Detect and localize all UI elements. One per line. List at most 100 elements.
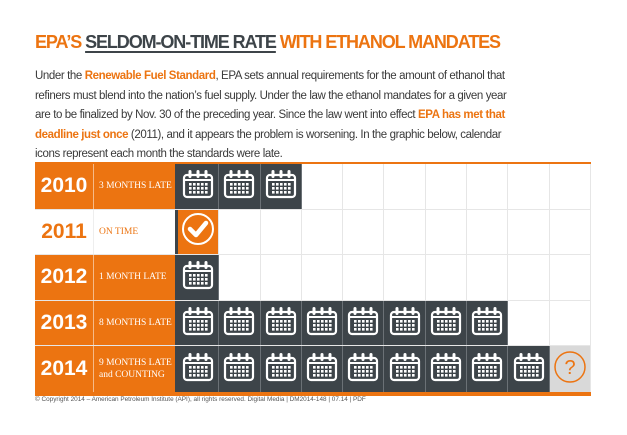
empty-cell (467, 209, 509, 255)
empty-cell (261, 209, 302, 255)
status-label: 1 MONTH LATE (94, 255, 175, 300)
checkmark-circle-icon (181, 212, 215, 251)
calendar-icon (182, 260, 214, 295)
calendar-icon (347, 352, 379, 387)
calendar-icon (306, 306, 338, 341)
calendar-icon (430, 352, 462, 387)
empty-cell (302, 164, 344, 209)
month-cells (175, 164, 591, 209)
status-label: 9 MONTHS LATE and COUNTING (94, 346, 175, 392)
empty-cell (302, 255, 344, 300)
svg-text:?: ? (564, 357, 575, 379)
empty-cell (426, 164, 468, 209)
intro-paragraph: Under the Renewable Fuel Standard, EPA s… (35, 67, 595, 165)
empty-cell (467, 164, 509, 209)
late-month-cell (425, 300, 468, 346)
paragraph-text: refiners must blend into the nation’s fu… (35, 89, 507, 102)
late-months-table: 2010 3 MONTHS LATE 2011 ON TIME 2012 1 MONTH … (35, 162, 591, 396)
empty-cell (550, 300, 591, 346)
late-month-cell (178, 255, 220, 300)
calendar-icon (471, 306, 503, 341)
month-cells (175, 255, 591, 300)
late-month-cell (425, 346, 468, 392)
calendar-icon (471, 352, 503, 387)
empty-cell (261, 255, 302, 300)
table-row: 2012 1 MONTH LATE (35, 255, 591, 301)
empty-cell (219, 255, 261, 300)
paragraph-text: are to be finalized by Nov. 30 of the pr… (35, 109, 419, 122)
calendar-icon (389, 306, 421, 341)
empty-cell (426, 255, 468, 300)
empty-cell (384, 164, 426, 209)
month-cells: ? (175, 346, 591, 392)
empty-cell (426, 209, 468, 255)
late-month-cell (301, 300, 344, 346)
calendar-icon (223, 306, 255, 341)
late-month-cell (467, 300, 509, 346)
table-row: 2010 3 MONTHS LATE (35, 164, 591, 210)
calendar-icon (430, 306, 462, 341)
calendar-icon (513, 352, 545, 387)
paragraph-line: refiners must blend into the nation’s fu… (35, 87, 595, 107)
late-month-cell (508, 346, 550, 392)
empty-cell (508, 255, 550, 300)
table-row: 2014 9 MONTHS LATE and COUNTING? (35, 346, 591, 392)
empty-cell (343, 209, 385, 255)
late-month-cell (301, 346, 344, 392)
paragraph-line: Under the Renewable Fuel Standard, EPA s… (35, 67, 595, 87)
calendar-icon (223, 352, 255, 387)
late-month-cell (260, 164, 302, 209)
calendar-icon (265, 306, 297, 341)
late-month-cell (467, 346, 509, 392)
late-month-cell (219, 346, 261, 392)
year-label: 2013 (35, 300, 94, 346)
late-month-cell (260, 300, 302, 346)
status-label: ON TIME (94, 209, 175, 255)
empty-cell (550, 164, 591, 209)
empty-cell (508, 164, 550, 209)
paragraph-line: icons represent each month the standards… (35, 145, 595, 165)
late-month-cell (260, 346, 302, 392)
calendar-icon (182, 306, 214, 341)
page-title: EPA’S SELDOM-ON-TIME RATE WITH ETHANOL M… (35, 30, 605, 54)
calendar-icon (347, 306, 379, 341)
late-month-cell (343, 346, 385, 392)
empty-cell (550, 255, 591, 300)
late-month-cell (384, 346, 426, 392)
title-part: EPA’S (35, 32, 86, 52)
title-part: WITH ETHANOL MANDATES (275, 32, 501, 52)
late-month-cell (219, 300, 261, 346)
question-mark-circle-icon: ? (553, 350, 587, 389)
paragraph-text: icons represent each month the standards… (35, 148, 283, 161)
empty-cell (302, 209, 344, 255)
empty-cell (508, 300, 550, 346)
calendar-icon (265, 169, 297, 204)
highlight-text: EPA has met that (418, 109, 505, 122)
empty-cell (467, 255, 509, 300)
empty-cell (384, 209, 426, 255)
empty-cell (384, 255, 426, 300)
late-month-cell (178, 346, 220, 392)
status-label: 8 MONTHS LATE (94, 300, 175, 346)
year-label: 2012 (35, 255, 94, 300)
empty-cell (508, 209, 550, 255)
status-line: 9 MONTHS LATE (99, 358, 172, 369)
late-month-cell (178, 300, 220, 346)
calendar-icon (306, 352, 338, 387)
year-label: 2014 (35, 346, 94, 392)
calendar-icon (182, 352, 214, 387)
table-row: 2013 8 MONTHS LATE (35, 300, 591, 347)
empty-cell (343, 164, 385, 209)
calendar-icon (223, 169, 255, 204)
calendar-icon (389, 352, 421, 387)
year-label: 2011 (35, 209, 94, 255)
highlight-text: Renewable Fuel Standard (84, 70, 216, 82)
calendar-icon (265, 352, 297, 387)
month-cells (175, 300, 591, 346)
paragraph-line: are to be finalized by Nov. 30 of the pr… (35, 106, 595, 126)
highlight-text: deadline just once (35, 128, 129, 141)
table-row: 2011 ON TIME (35, 209, 591, 256)
paragraph-text: (2011), and it appears the problem is wo… (128, 128, 502, 141)
empty-cell (550, 209, 591, 255)
late-month-cell (219, 164, 261, 209)
